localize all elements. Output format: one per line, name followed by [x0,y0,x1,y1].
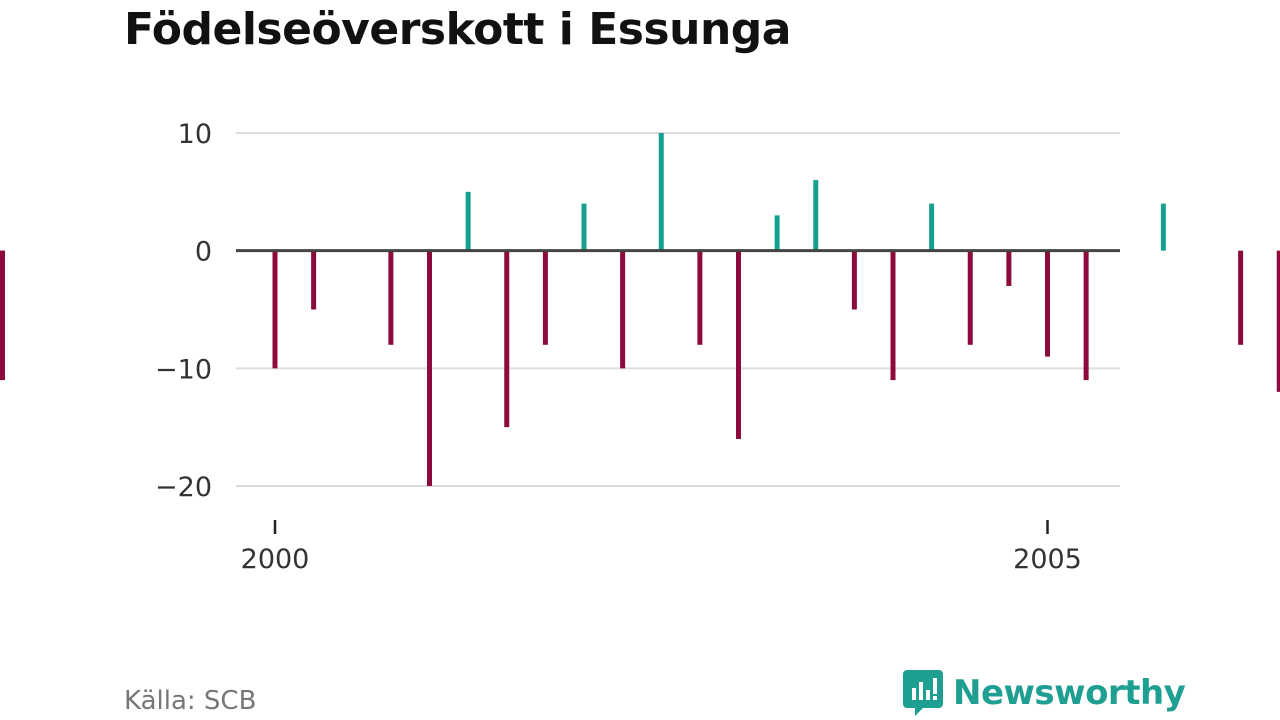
y-tick-label: 10 [178,119,212,150]
bar [581,203,587,251]
bar [1045,250,1050,357]
bar [465,191,471,251]
bar [658,133,664,251]
bar [851,250,857,310]
bar [620,250,626,369]
bar [813,180,819,251]
bar [774,215,780,251]
bar [697,250,703,345]
x-axis: 200020052010201520202025 [241,520,1082,575]
bar [311,250,317,310]
bar [1238,250,1244,345]
bar [1083,250,1089,381]
x-tick-label: 2005 [1013,544,1082,575]
bar [0,250,5,381]
newsworthy-logo[interactable]: Newsworthy [903,670,1186,716]
y-axis: 10 0 −10 −20 [155,119,212,503]
bar [272,250,278,369]
bar [890,250,896,381]
x-tick-label: 2000 [241,544,310,575]
y-tick-label: −10 [155,354,212,385]
newsworthy-bar-icon [903,670,943,716]
source-credit: Källa: SCB [124,686,257,716]
bar [1006,250,1012,286]
y-tick-label: −20 [155,472,212,503]
chart-title: Födelseöverskott i Essunga [124,4,791,55]
bar [967,250,973,345]
bar [388,250,394,345]
bar-series [0,133,1280,486]
bar [542,250,548,345]
bar [1160,203,1166,251]
bar [504,250,510,428]
bar [1276,250,1280,392]
gridlines [236,132,1120,487]
bar [736,250,741,439]
bar-chart: 100−10−20 200020052010201520202025 [0,119,1280,575]
bar [929,203,935,251]
brand-name: Newsworthy [953,673,1186,713]
y-tick-label: 0 [195,237,212,268]
bar [427,250,432,486]
